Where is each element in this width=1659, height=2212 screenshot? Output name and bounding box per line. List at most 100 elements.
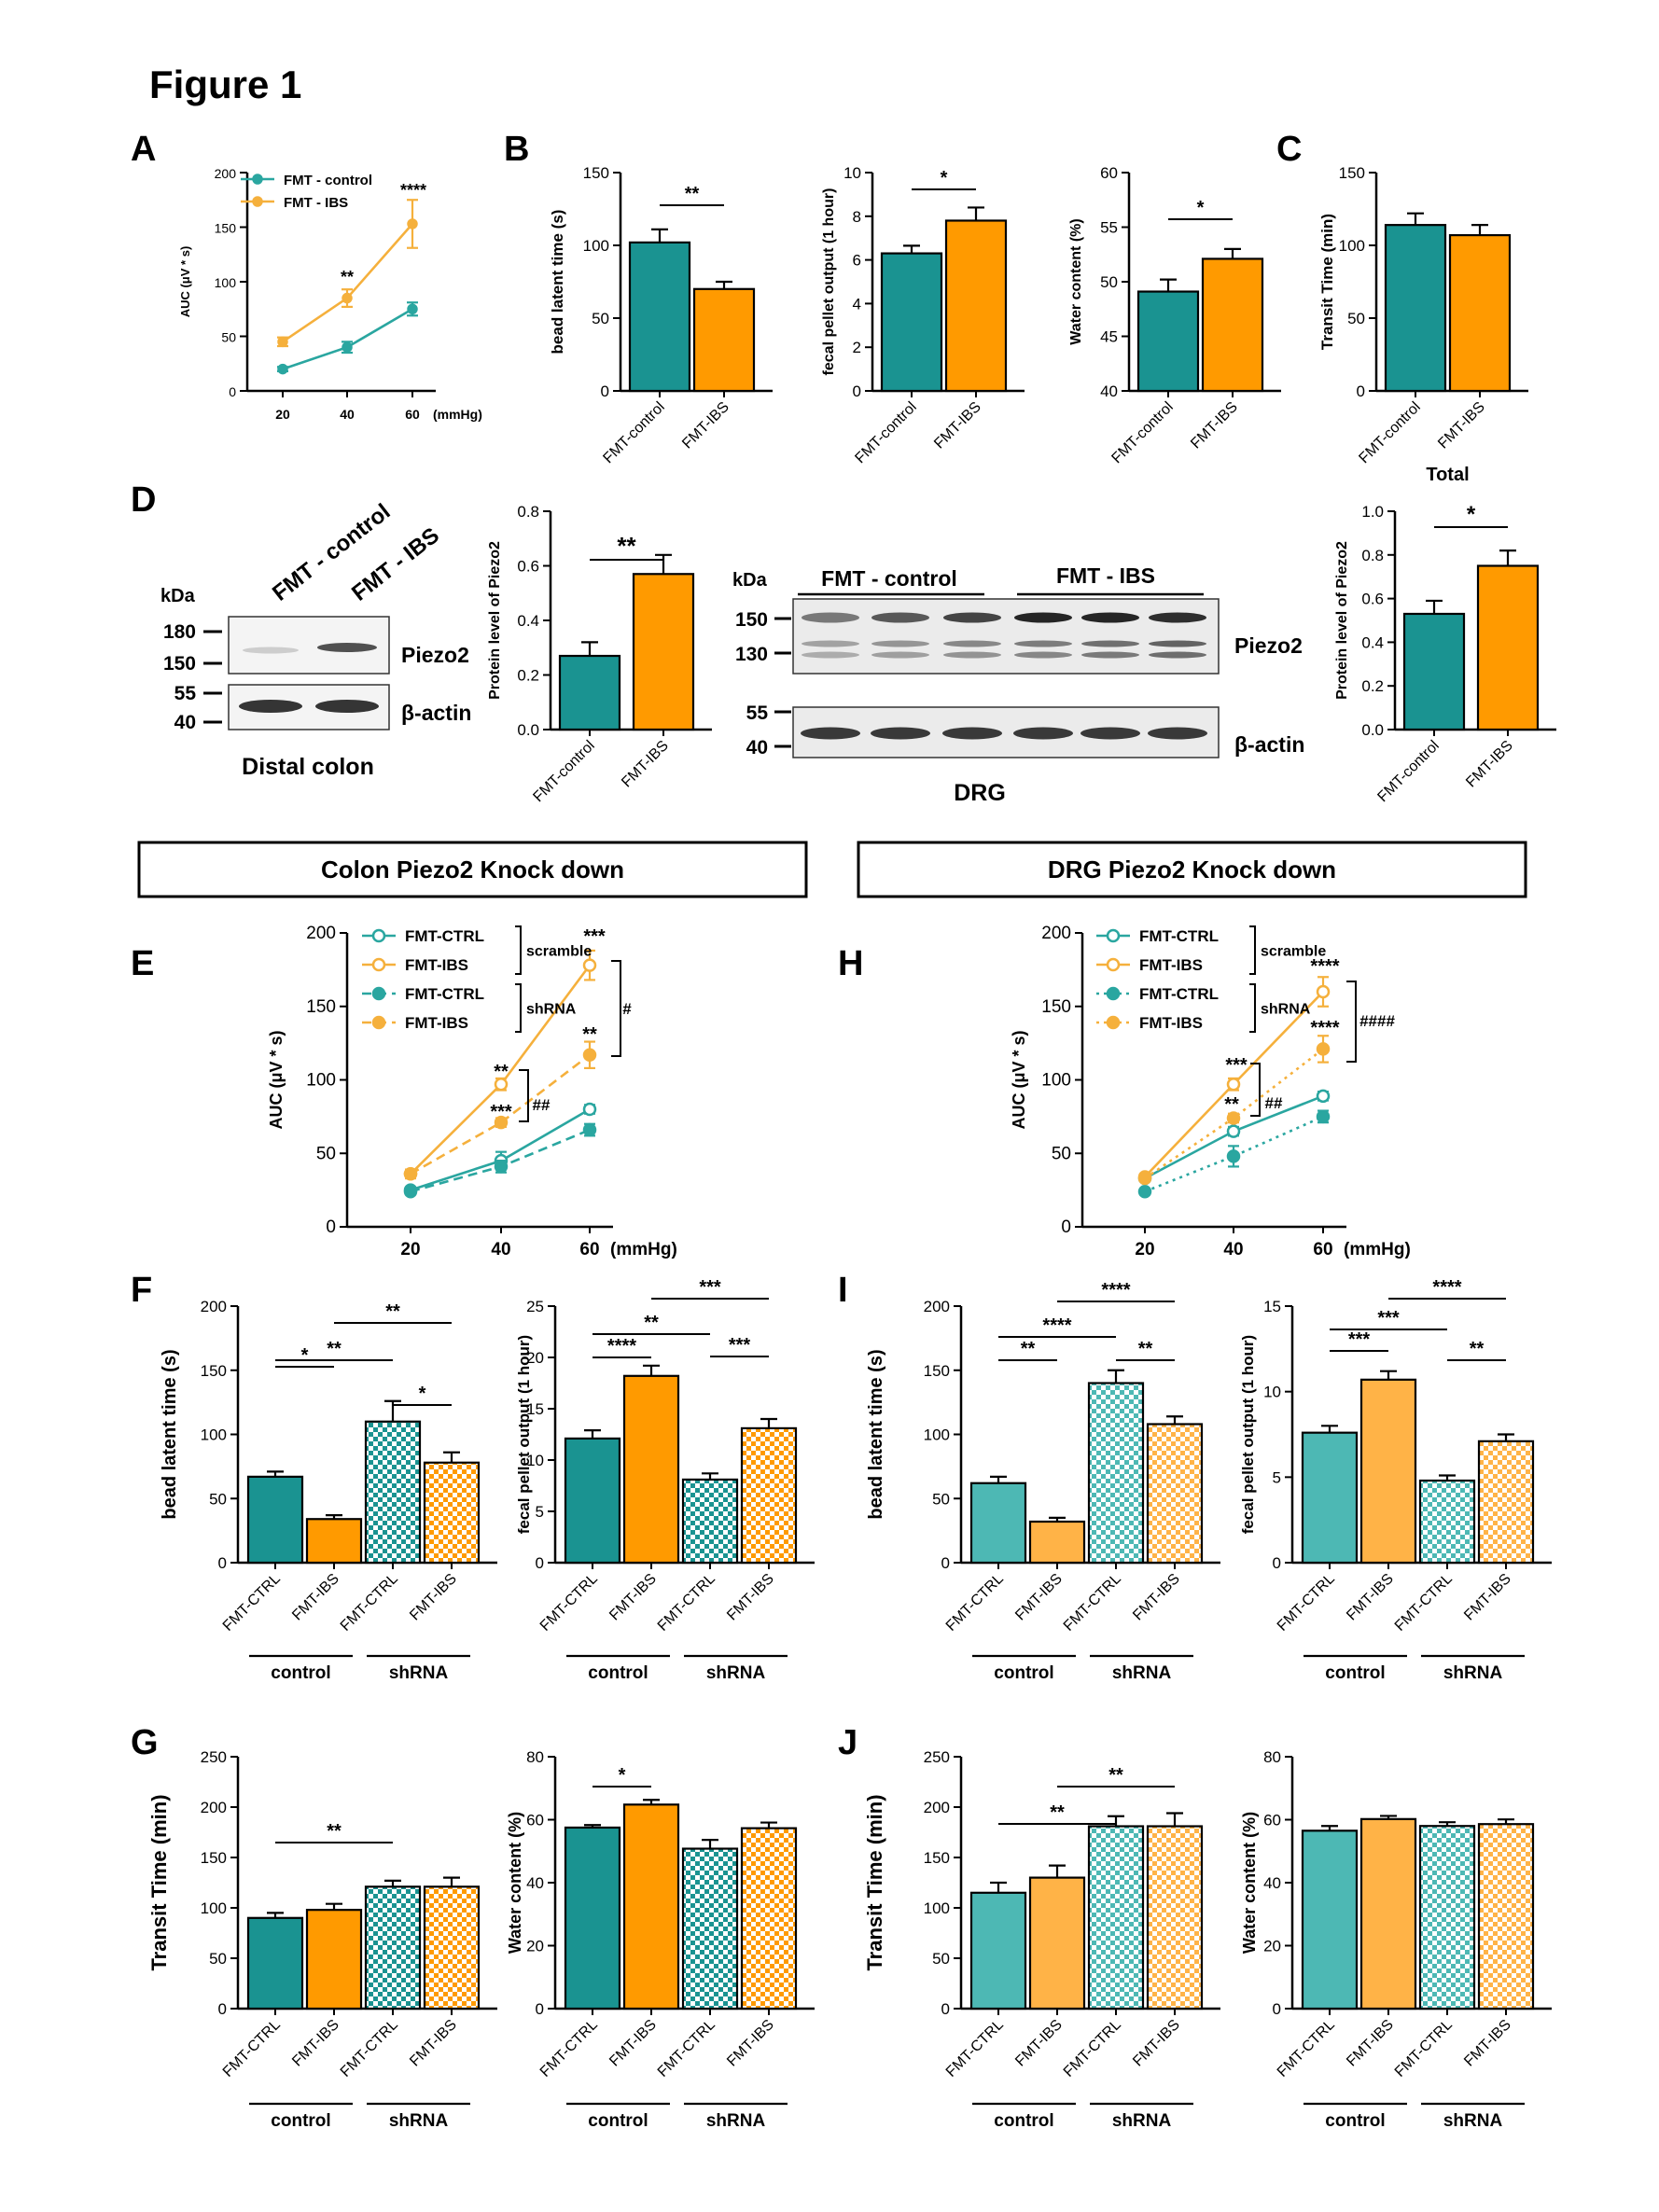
y-axis-title: Water content (%) — [506, 1812, 524, 1954]
y-tick-label: 6 — [853, 252, 861, 270]
blot-band — [1081, 612, 1139, 623]
x-tick-label: 20 — [1135, 1240, 1154, 1259]
y-tick-label: 250 — [201, 1748, 227, 1766]
marker-label: 40 — [174, 712, 196, 733]
y-tick-label: 10 — [1263, 1384, 1281, 1401]
significance-label: * — [619, 1765, 626, 1786]
y-axis-title: fecal pellet output (1 hour) — [821, 188, 837, 376]
blot-caption: Distal colon — [242, 754, 374, 780]
significance-label: ** — [685, 184, 700, 204]
x-tick-label: FMT-CTRL — [220, 2017, 284, 2080]
y-tick-label: 200 — [215, 166, 237, 181]
legend-swatch-marker — [1106, 957, 1121, 972]
legend-group-label: scramble — [1261, 944, 1326, 960]
y-axis-title: Water content (%) — [1068, 218, 1084, 344]
significance-label: ** — [327, 1821, 342, 1842]
bar-1 — [564, 1437, 621, 1565]
x-tick-label: FMT-CTRL — [943, 2017, 1007, 2080]
y-tick-label: 60 — [1263, 1812, 1281, 1829]
data-point — [403, 1184, 418, 1199]
panel-letter-h: H — [838, 944, 863, 983]
y-axis-title: fecal pellet output (1 hour) — [515, 1335, 533, 1534]
y-tick-label: 150 — [924, 1362, 950, 1380]
bar-3 — [1087, 1382, 1145, 1565]
y-tick-label: 50 — [932, 1950, 950, 1968]
group-label-control: control — [1325, 1663, 1385, 1683]
y-tick-label: 100 — [1339, 237, 1365, 255]
y-axis-title: Transit Time (min) — [863, 1794, 886, 1970]
y-tick-label: 20 — [526, 1938, 544, 1955]
panel-letter-g: G — [131, 1723, 159, 1762]
y-tick-label: 50 — [209, 1490, 227, 1508]
blot-membrane-actin — [792, 706, 1220, 758]
marker-label: 150 — [735, 609, 768, 631]
bar-1 — [1136, 290, 1200, 393]
y-tick-label: 1.0 — [1361, 503, 1384, 521]
y-tick-label: 0.0 — [517, 721, 539, 739]
group-label-shrna: shRNA — [389, 1663, 449, 1683]
protein-label: Piezo2 — [1234, 633, 1303, 658]
significance-label: * — [941, 168, 948, 188]
y-tick-label: 0 — [853, 383, 861, 400]
y-tick-label: 80 — [1263, 1748, 1281, 1766]
blot-band — [1014, 640, 1072, 647]
panel-letter-d: D — [131, 480, 156, 520]
x-tick-label: FMT-control — [530, 738, 597, 805]
protein-label: Piezo2 — [401, 643, 469, 667]
panel-letter-c: C — [1276, 130, 1302, 169]
blot-band — [1149, 640, 1206, 647]
legend-swatch-marker — [1106, 986, 1121, 1001]
legend-swatch-marker — [371, 986, 386, 1001]
y-tick-label: 0.6 — [517, 558, 539, 576]
significance-label: *** — [1348, 1329, 1371, 1350]
blot-band — [1148, 727, 1207, 740]
x-tick-label: FMT-CTRL — [1392, 1571, 1456, 1635]
y-tick-label: 0 — [1273, 1554, 1281, 1572]
data-point — [1226, 1077, 1241, 1092]
legend-label: FMT-CTRL — [1139, 927, 1219, 945]
x-tick-label: FMT-IBS — [1435, 399, 1488, 452]
legend: FMT-CTRL FMT-IBS FMT-CTRL FMT-IBS scramble sh… — [362, 925, 592, 1033]
data-point — [494, 1160, 509, 1174]
y-tick-label: 0.8 — [517, 503, 539, 521]
y-tick-label: 0 — [536, 2000, 544, 2018]
bar-2 — [944, 219, 1008, 393]
data-point — [1137, 1184, 1152, 1199]
group-label-control: control — [1325, 2111, 1385, 2131]
x-tick-label: FMT-CTRL — [655, 2017, 718, 2080]
bar-1 — [880, 252, 943, 393]
legend-label: FMT-CTRL — [405, 927, 484, 945]
x-tick-label: 40 — [1223, 1240, 1243, 1259]
significance-label: ** — [327, 1339, 342, 1359]
data-point — [1316, 1042, 1331, 1056]
y-tick-label: 0 — [229, 384, 236, 399]
y-tick-label: 8 — [853, 208, 861, 226]
x-tick-label: FMT-IBS — [1344, 2017, 1397, 2070]
chart-g1: 0 50 100 150 200 250 Transit Time (min) FMT-CTR… — [147, 1748, 497, 2131]
y-tick-label: 40 — [1100, 383, 1118, 400]
y-tick-label: 50 — [932, 1490, 950, 1508]
bar-4 — [740, 1827, 798, 2010]
significance-label: ## — [1265, 1094, 1283, 1112]
protein-label: β-actin — [1234, 732, 1304, 757]
x-axis-unit: (mmHg) — [610, 1240, 677, 1259]
x-tick-label: FMT-CTRL — [1275, 1571, 1338, 1635]
y-tick-label: 50 — [316, 1144, 336, 1163]
x-tick-label: 60 — [1313, 1240, 1332, 1259]
legend-label: FMT-IBS — [405, 956, 468, 974]
data-point — [1226, 1111, 1241, 1125]
x-tick-label: 40 — [340, 407, 355, 422]
significance-label: **** — [607, 1336, 636, 1356]
y-axis-title: Protein level of Piezo2 — [487, 541, 503, 700]
x-tick-label: FMT-CTRL — [1392, 2017, 1456, 2080]
legend-label: FMT-IBS — [1139, 956, 1203, 974]
x-tick-label: 40 — [491, 1240, 510, 1259]
x-tick-label: 60 — [579, 1240, 599, 1259]
section-header-box — [857, 841, 1527, 898]
series-4 — [403, 1040, 597, 1181]
x-tick-label: FMT-CTRL — [1061, 2017, 1124, 2080]
y-tick-label: 0 — [941, 2000, 950, 2018]
legend-group-label: scramble — [526, 944, 592, 960]
blot-band — [871, 727, 930, 740]
